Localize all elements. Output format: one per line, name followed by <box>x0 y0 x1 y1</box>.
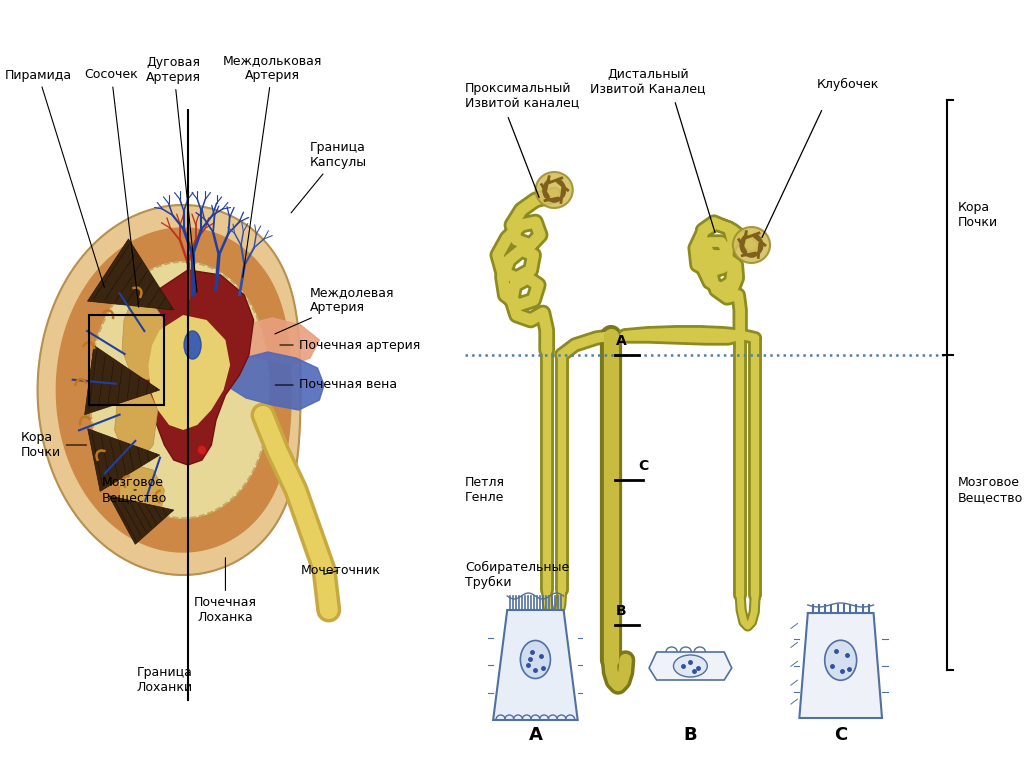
Polygon shape <box>800 613 882 718</box>
Polygon shape <box>87 239 174 310</box>
Polygon shape <box>139 270 254 465</box>
Polygon shape <box>225 352 324 410</box>
Text: Проксимальный
Извитой каналец: Проксимальный Извитой каналец <box>465 82 580 110</box>
Polygon shape <box>88 429 160 492</box>
Text: Мозговое
Вещество: Мозговое Вещество <box>101 476 167 504</box>
Text: A: A <box>616 334 627 348</box>
Text: Дуговая
Артерия: Дуговая Артерия <box>146 56 202 292</box>
Text: B: B <box>616 604 627 618</box>
Polygon shape <box>649 652 732 680</box>
Text: Граница
Лоханки: Граница Лоханки <box>136 666 193 694</box>
Text: Мочеточник: Мочеточник <box>301 564 381 577</box>
Ellipse shape <box>733 227 770 263</box>
Bar <box>89 315 165 405</box>
Text: Почечная артерия: Почечная артерия <box>280 338 420 351</box>
Polygon shape <box>494 610 578 720</box>
Text: Собирательные
Трубки: Собирательные Трубки <box>465 561 569 589</box>
Text: Клубочек: Клубочек <box>817 78 880 91</box>
Polygon shape <box>115 385 158 460</box>
Text: Кора
Почки: Кора Почки <box>958 201 998 229</box>
Text: Почечная
Лоханка: Почечная Лоханка <box>194 558 257 624</box>
Polygon shape <box>119 465 165 535</box>
Polygon shape <box>85 345 160 415</box>
Text: Петля
Генле: Петля Генле <box>465 476 505 504</box>
Polygon shape <box>38 205 301 575</box>
Text: A: A <box>528 726 543 744</box>
Ellipse shape <box>824 640 857 680</box>
Text: Граница
Капсулы: Граница Капсулы <box>291 141 367 213</box>
Text: Дистальный
Извитой Каналец: Дистальный Извитой Каналец <box>591 68 706 96</box>
Text: C: C <box>639 459 649 473</box>
Polygon shape <box>109 495 174 545</box>
Polygon shape <box>148 315 230 430</box>
Text: Междолевая
Артерия: Междолевая Артерия <box>275 286 394 334</box>
Polygon shape <box>89 262 269 518</box>
Polygon shape <box>225 318 319 365</box>
Text: Мозговое
Вещество: Мозговое Вещество <box>958 476 1023 504</box>
Ellipse shape <box>674 655 708 677</box>
Text: Почечная вена: Почечная вена <box>275 378 397 391</box>
Text: Пирамида: Пирамида <box>5 68 104 288</box>
Text: B: B <box>684 726 697 744</box>
Ellipse shape <box>520 640 551 679</box>
Polygon shape <box>122 290 165 380</box>
Ellipse shape <box>536 172 572 208</box>
Ellipse shape <box>198 445 207 455</box>
Text: C: C <box>835 726 847 744</box>
Ellipse shape <box>184 331 201 359</box>
Text: Междольковая
Артерия: Междольковая Артерия <box>222 54 323 277</box>
Text: Кора
Почки: Кора Почки <box>20 431 86 459</box>
Polygon shape <box>56 228 291 552</box>
Text: Сосочек: Сосочек <box>85 68 138 308</box>
